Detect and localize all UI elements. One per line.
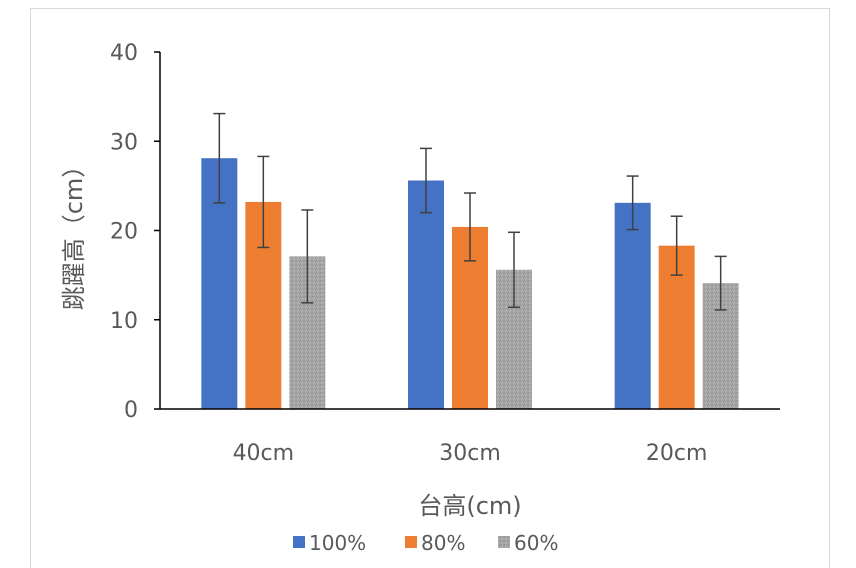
y-tick-label: 0 [124, 398, 138, 423]
legend-swatch [498, 536, 510, 548]
error-bar-60%-20cm [714, 255, 727, 311]
error-bar-80%-20cm [670, 215, 683, 276]
error-bar-60%-40cm [301, 209, 314, 304]
x-tick-label: 40cm [233, 441, 295, 466]
error-bar-100%-40cm [213, 112, 226, 204]
error-bar-80%-30cm [464, 192, 476, 262]
x-axis-title: 台高(cm) [418, 492, 521, 520]
y-tick-label: 30 [110, 130, 138, 155]
legend-item-100%: 100% [293, 531, 366, 555]
legend-item-80%: 80% [405, 531, 465, 555]
x-tick-label: 20cm [646, 441, 708, 466]
error-bar-100%-30cm [420, 147, 432, 214]
y-tick-label: 40 [110, 41, 138, 66]
legend-label: 60% [514, 531, 558, 555]
x-tick-label: 30cm [439, 441, 501, 466]
legend-label: 100% [309, 531, 366, 555]
error-bar-60%-30cm [508, 231, 520, 309]
bar-100%-20cm [614, 202, 651, 409]
legend-swatch [405, 536, 417, 548]
y-axis-title: 跳躍高（cm） [60, 154, 88, 311]
y-tick-label: 20 [110, 220, 138, 245]
legend-swatch [293, 536, 305, 548]
error-bar-80%-40cm [257, 155, 270, 249]
legend-label: 80% [421, 531, 465, 555]
chart-frame [30, 8, 830, 568]
y-tick-label: 10 [110, 309, 138, 334]
error-bar-100%-20cm [626, 175, 639, 231]
legend-item-60%: 60% [498, 531, 558, 555]
bar-100%-30cm [408, 180, 444, 409]
